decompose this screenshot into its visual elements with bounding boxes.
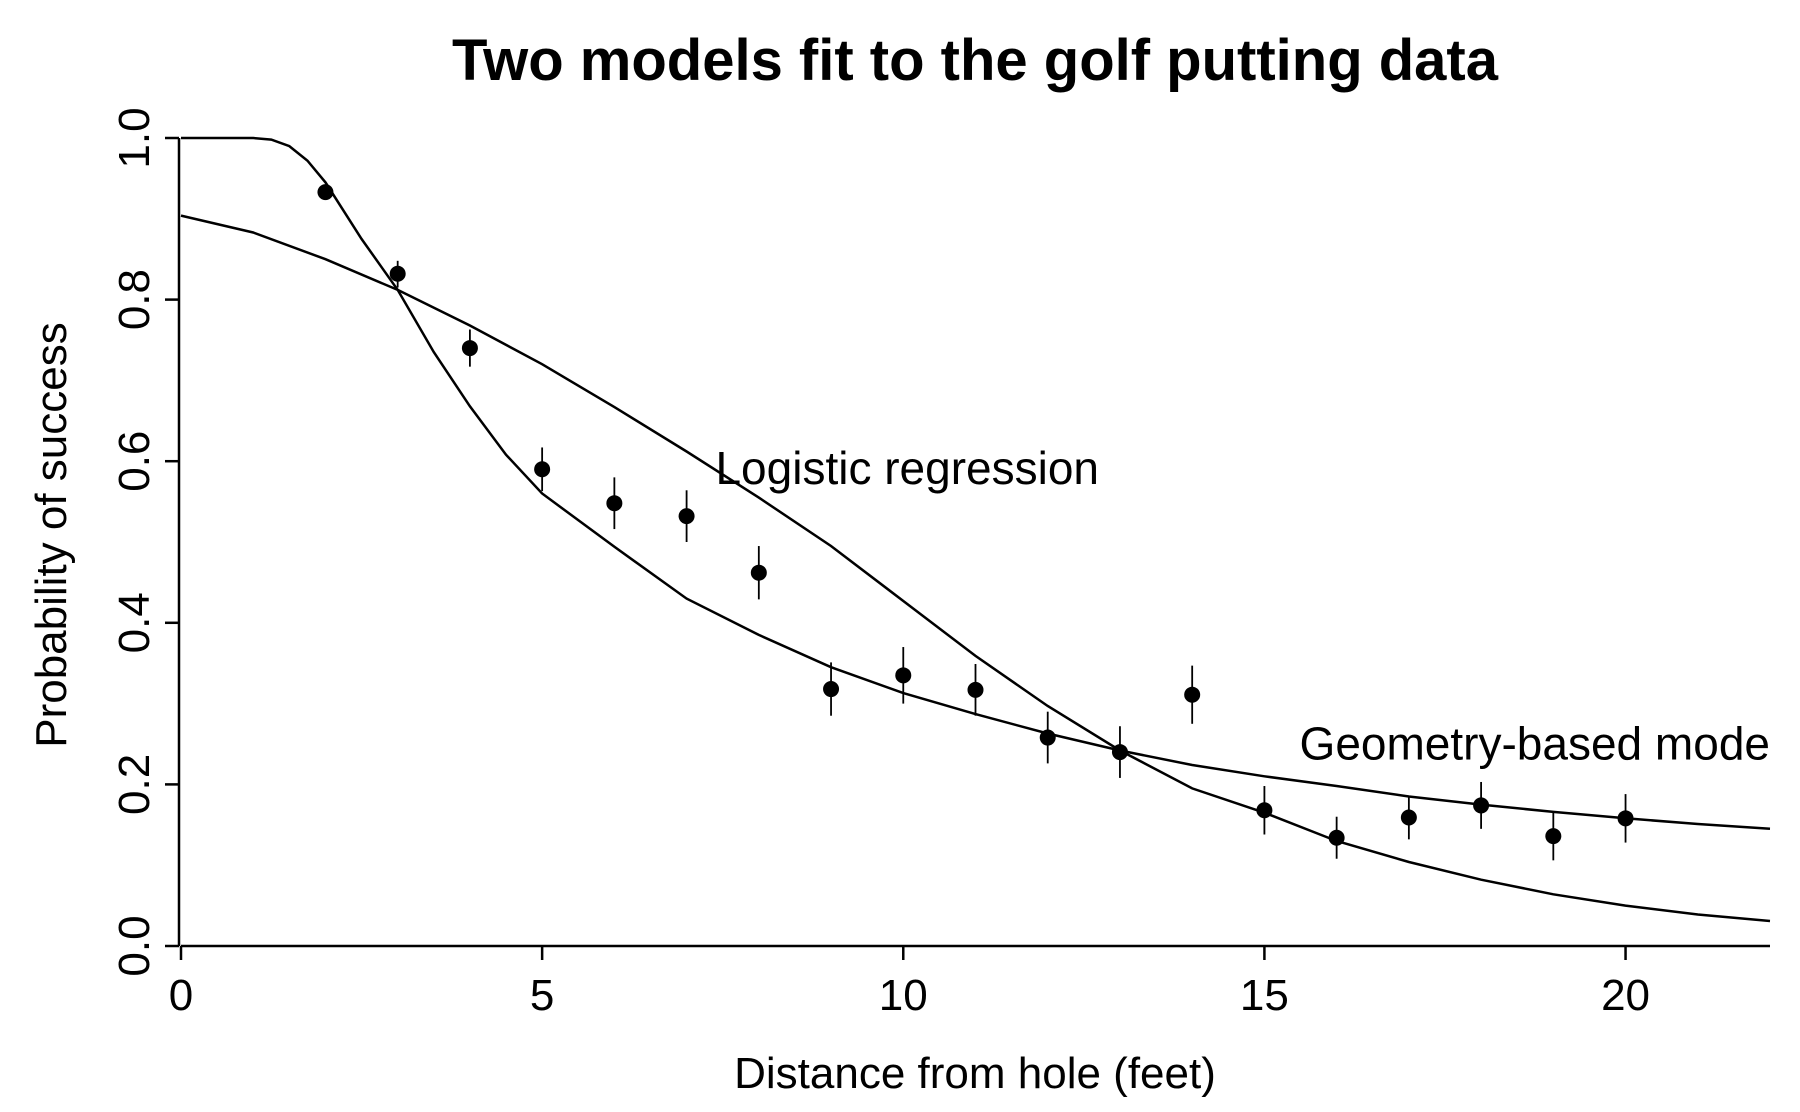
- x-axis-label: Distance from hole (feet): [734, 1049, 1216, 1098]
- x-tick-label: 5: [530, 971, 554, 1020]
- y-tick-label: 0.4: [110, 592, 159, 653]
- y-tick-label: 0.6: [110, 431, 159, 492]
- data-point: [606, 495, 623, 512]
- x-tick-label: 20: [1601, 971, 1650, 1020]
- data-point: [1473, 797, 1490, 814]
- data-point: [750, 564, 767, 581]
- y-axis-label: Probability of success: [27, 322, 76, 748]
- logistic-regression-label: Logistic regression: [715, 442, 1099, 494]
- chart-title: Two models fit to the golf putting data: [452, 28, 1499, 93]
- x-tick-label: 0: [169, 971, 193, 1020]
- geometry-model-curve: [181, 136, 1771, 831]
- data-point: [967, 681, 984, 698]
- axes: 0 5 10 15 20 0.0 0.2 0.4 0.6 0.8 1.0: [110, 107, 1770, 1020]
- y-tick-label: 0.2: [110, 754, 159, 815]
- data-point: [1400, 809, 1417, 826]
- data-point: [823, 681, 840, 698]
- x-tick-label: 15: [1240, 971, 1289, 1020]
- data-point: [1111, 744, 1128, 761]
- data-point: [678, 508, 695, 525]
- x-tick-label: 10: [879, 971, 928, 1020]
- logistic-regression-curve: [180, 214, 1771, 923]
- data-point: [1328, 829, 1345, 846]
- y-tick-label: 1.0: [110, 107, 159, 168]
- data-point: [1617, 810, 1634, 827]
- data-point: [461, 340, 478, 357]
- data-point: [317, 184, 334, 201]
- data-point: [895, 667, 912, 684]
- data-point: [1256, 802, 1273, 819]
- y-tick-label: 0.8: [110, 269, 159, 330]
- data-point: [1545, 828, 1562, 845]
- data-points: [317, 184, 1634, 846]
- y-tick-label: 0.0: [110, 915, 159, 976]
- data-point: [1039, 729, 1056, 746]
- data-point: [534, 461, 551, 478]
- data-point: [389, 265, 406, 282]
- data-point: [1184, 686, 1201, 703]
- geometry-model-label: Geometry-based mode: [1300, 717, 1770, 769]
- model-curves: [180, 136, 1771, 923]
- curve-annotations: Logistic regression Geometry-based mode: [715, 442, 1770, 770]
